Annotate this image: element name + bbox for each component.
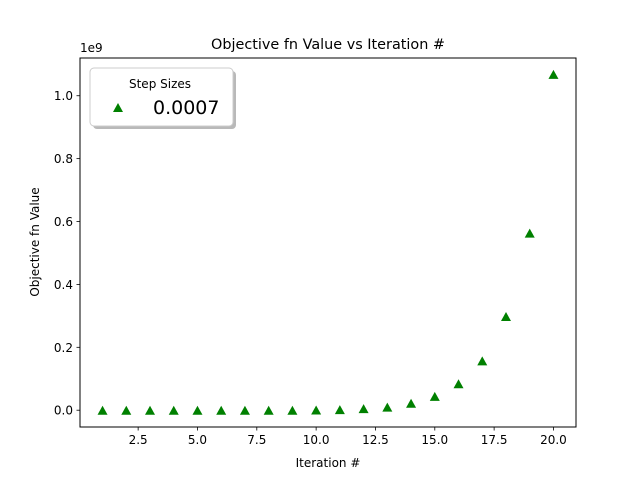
data-point-triangle xyxy=(145,405,156,415)
x-tick-label: 7.5 xyxy=(247,433,266,447)
x-tick-label: 20.0 xyxy=(540,433,567,447)
x-tick-label: 10.0 xyxy=(303,433,330,447)
data-point-triangle xyxy=(382,402,393,412)
x-tick-label: 2.5 xyxy=(129,433,148,447)
x-axis-label: Iteration # xyxy=(296,456,361,470)
data-point-triangle xyxy=(524,228,535,238)
legend-box xyxy=(89,67,234,127)
x-tick-label: 5.0 xyxy=(188,433,207,447)
chart-title: Objective fn Value vs Iteration # xyxy=(211,37,445,53)
data-point-triangle xyxy=(500,311,511,321)
x-tick-label: 12.5 xyxy=(362,433,389,447)
y-tick-label: 0.2 xyxy=(54,341,73,355)
data-point-triangle xyxy=(477,356,488,366)
y-tick-label: 0.8 xyxy=(54,152,73,166)
y-tick-label: 0.4 xyxy=(54,278,73,292)
y-tick-label: 0.0 xyxy=(54,404,73,418)
data-point-triangle xyxy=(168,405,179,415)
y-tick-label: 1.0 xyxy=(54,89,73,103)
x-tick-label: 17.5 xyxy=(481,433,508,447)
y-axis-label: Objective fn Value xyxy=(28,187,42,296)
data-point-triangle xyxy=(97,405,108,415)
legend-marker-triangle-icon xyxy=(113,103,123,112)
data-point-triangle xyxy=(311,405,322,415)
data-point-triangle xyxy=(216,405,227,415)
data-point-triangle xyxy=(406,398,417,408)
legend-title: Step Sizes xyxy=(129,77,191,91)
data-point-triangle xyxy=(548,69,559,79)
x-tick-label: 15.0 xyxy=(421,433,448,447)
data-points xyxy=(97,69,559,415)
y-axis-ticks: 0.0 0.2 0.4 0.6 0.8 1.0 xyxy=(54,89,80,418)
data-point-triangle xyxy=(239,405,250,415)
legend: Step Sizes 0.0007 xyxy=(89,67,236,129)
y-offset-label: 1e9 xyxy=(80,41,103,55)
data-point-triangle xyxy=(358,404,369,414)
data-point-triangle xyxy=(121,405,132,415)
data-point-triangle xyxy=(263,405,274,415)
y-tick-label: 0.6 xyxy=(54,215,73,229)
plot-frame xyxy=(79,57,577,428)
data-point-triangle xyxy=(192,405,203,415)
data-point-triangle xyxy=(429,391,440,401)
x-axis-ticks: 2.5 5.0 7.5 10.0 12.5 15.0 17.5 20.0 xyxy=(129,427,567,447)
data-point-triangle xyxy=(453,379,464,389)
legend-entry-label: 0.0007 xyxy=(153,97,219,119)
data-point-triangle xyxy=(334,405,345,415)
data-point-triangle xyxy=(287,405,298,415)
